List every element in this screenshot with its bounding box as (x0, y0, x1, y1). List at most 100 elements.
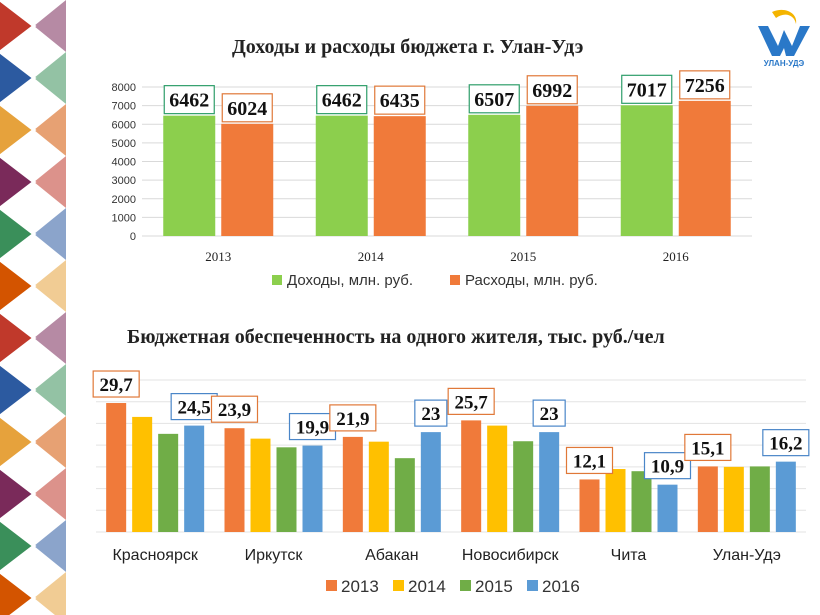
x-tick-label: Новосибирск (462, 547, 560, 564)
data-label: 23 (540, 404, 559, 425)
ornament-tile (34, 468, 66, 520)
data-label: 7017 (627, 79, 667, 101)
bar (224, 428, 245, 532)
data-label: 7256 (685, 75, 725, 97)
ornament-zigzag (0, 414, 37, 470)
ornament-tile (0, 364, 34, 416)
y-tick-label: 5000 (112, 138, 136, 150)
data-label: 16,2 (769, 434, 802, 455)
data-label: 24,5 (178, 398, 211, 419)
data-label-box (414, 399, 448, 427)
ornament-tile (34, 104, 66, 156)
bar (723, 466, 744, 532)
data-label-box (288, 412, 337, 441)
legend-swatch (527, 580, 538, 591)
ornament-tile (0, 208, 34, 260)
bar (461, 420, 482, 532)
data-label-box (163, 85, 215, 115)
y-tick-label: 6000 (112, 119, 136, 131)
legend-label: 2014 (408, 577, 446, 596)
bar (678, 100, 731, 237)
ornament-zigzag (0, 0, 37, 54)
ornament-tile (0, 312, 34, 364)
bar (250, 438, 271, 532)
data-label: 23 (421, 404, 440, 425)
y-tick-label: 2000 (112, 194, 136, 206)
ornament-zigzag (0, 50, 37, 106)
x-tick-label: Иркутск (245, 547, 304, 564)
legend-swatch (393, 580, 404, 591)
ornament-tile (34, 520, 66, 572)
legend-label: Расходы, млн. руб. (465, 272, 598, 289)
data-label-box (447, 387, 495, 415)
bar (657, 484, 678, 532)
bar (487, 425, 508, 532)
bar (276, 447, 297, 532)
ornament-zigzag (0, 570, 37, 615)
x-tick-label: Абакан (365, 547, 418, 564)
ornament-tile (34, 0, 66, 52)
ornament-zigzag (0, 310, 37, 366)
data-label: 6462 (169, 90, 209, 112)
logo-letters-icon (758, 26, 810, 56)
ornament-tile (0, 104, 34, 156)
data-label-box (210, 395, 259, 423)
bar (373, 116, 426, 236)
ornament-tile (0, 52, 34, 104)
data-label-box (532, 399, 566, 427)
ornament-tile (0, 416, 34, 468)
bar (315, 115, 368, 236)
ornament-tile (34, 364, 66, 416)
chart1-title: Доходы и расходы бюджета г. Улан-Удэ (232, 36, 584, 58)
x-tick-label: Чита (611, 547, 647, 564)
ornament-tile (34, 52, 66, 104)
bar (221, 123, 274, 236)
data-label: 6462 (322, 90, 362, 112)
y-tick-label: 7000 (112, 101, 136, 113)
bar (132, 416, 153, 532)
bar (620, 105, 673, 236)
data-label: 6024 (227, 98, 267, 120)
legend-swatch (326, 580, 337, 591)
bar (368, 441, 389, 532)
ornament-zigzag (0, 102, 37, 158)
bar (163, 115, 216, 236)
bar (605, 469, 626, 532)
bar (302, 445, 323, 532)
x-tick-label: 2016 (663, 249, 690, 264)
data-label-box (762, 429, 810, 457)
ornament-zigzag (0, 154, 37, 210)
ornament-zigzag (0, 206, 37, 262)
data-label-box (526, 75, 578, 105)
data-label: 23,9 (218, 400, 251, 421)
y-tick-label: 1000 (112, 212, 136, 224)
logo-swirl-icon (772, 9, 797, 24)
ornament-tile (34, 312, 66, 364)
ornament-zigzag (0, 362, 37, 418)
data-label: 19,9 (296, 418, 329, 439)
data-label: 21,9 (336, 409, 369, 430)
data-label: 29,7 (100, 375, 134, 396)
ornament-border (0, 0, 66, 615)
ornament-tile (34, 416, 66, 468)
bar (579, 479, 600, 532)
data-label-box (316, 85, 368, 115)
bar (420, 432, 441, 532)
ornament-tile (0, 260, 34, 312)
legend-label: 2016 (542, 577, 580, 596)
data-label: 6507 (474, 89, 514, 111)
legend-label: 2015 (475, 577, 513, 596)
data-label: 6992 (532, 80, 572, 102)
ornament-tile (0, 520, 34, 572)
data-label: 10,9 (651, 457, 684, 478)
bar (106, 403, 127, 532)
data-label-box (221, 93, 273, 123)
y-tick-label: 4000 (112, 157, 136, 169)
ornament-tile (34, 208, 66, 260)
bar (631, 471, 652, 532)
y-tick-label: 8000 (112, 82, 136, 94)
bar (468, 114, 521, 236)
data-label-box (679, 70, 731, 100)
